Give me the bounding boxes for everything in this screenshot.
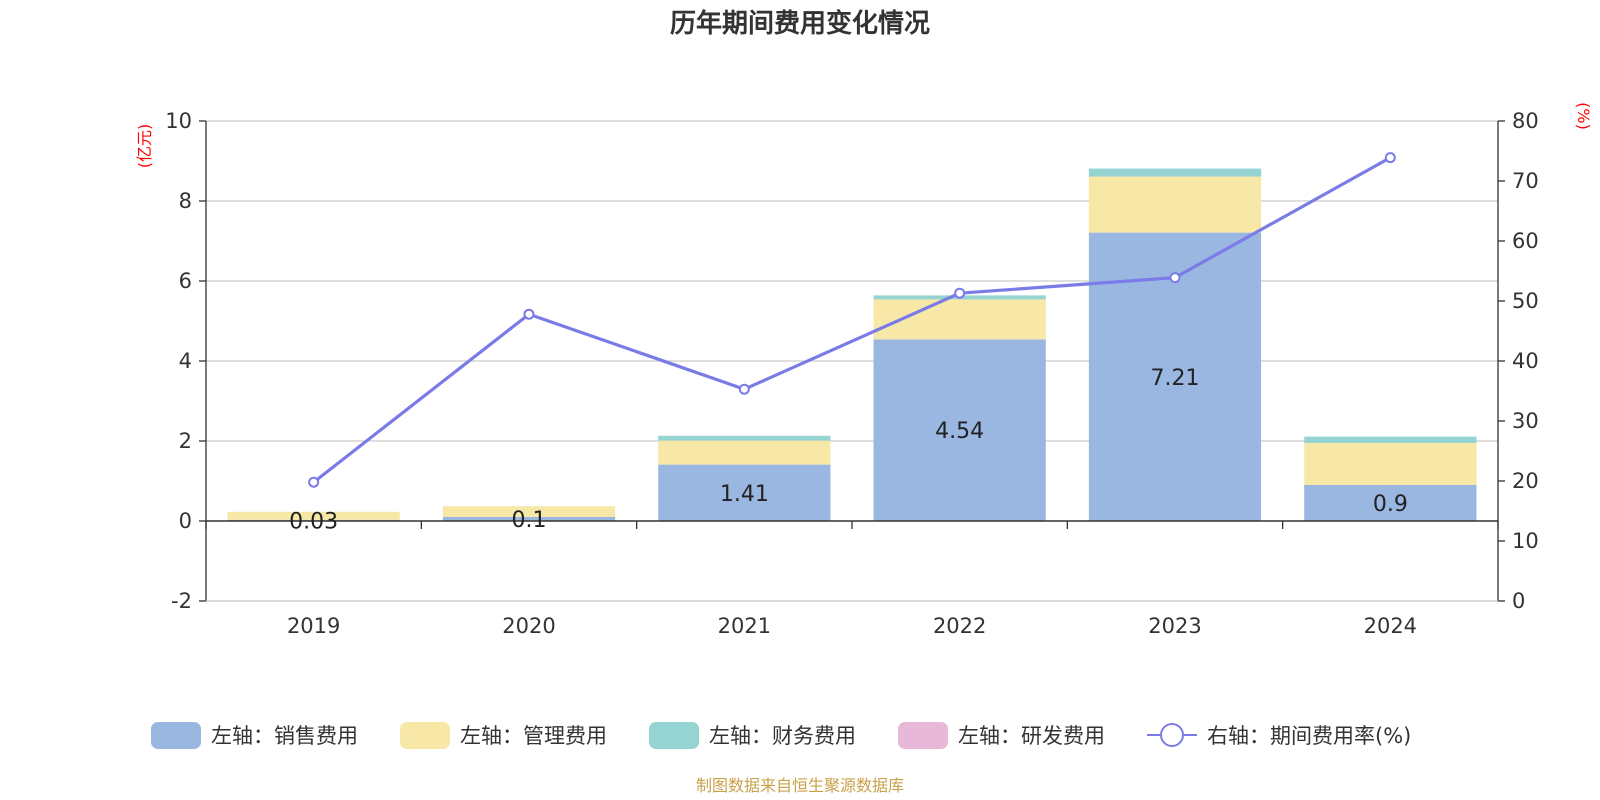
legend-swatch xyxy=(400,722,450,749)
legend-label: 左轴：销售费用 xyxy=(211,724,358,748)
rate-point xyxy=(1169,272,1181,284)
legend-swatch xyxy=(151,722,201,749)
right-axis-tick-label: 50 xyxy=(1512,289,1539,313)
x-axis-tick-label: 2020 xyxy=(502,614,555,638)
left-axis-tick-label: 10 xyxy=(165,109,192,133)
right-axis-unit: (%) xyxy=(1574,102,1593,130)
bar-segment xyxy=(1304,485,1477,521)
chart-title: 历年期间费用变化情况 xyxy=(670,8,930,39)
left-axis-tick-label: 6 xyxy=(179,269,192,293)
bars xyxy=(227,168,1477,521)
right-axis-tick-label: 80 xyxy=(1512,109,1539,133)
right-axis-tick-label: 40 xyxy=(1512,349,1539,373)
bar-data-label: 0.9 xyxy=(1373,492,1408,517)
legend-swatch xyxy=(898,722,948,749)
legend-label: 左轴：财务费用 xyxy=(709,724,856,748)
legend-label: 右轴：期间费用率(%) xyxy=(1207,724,1411,748)
right-axis-tick-label: 0 xyxy=(1512,589,1525,613)
data-labels: 0.03 0.1 1.41 4.54 7.21 0.9 xyxy=(289,366,1408,535)
bar-segment xyxy=(1304,436,1477,443)
left-axis-tick-label: 2 xyxy=(179,429,192,453)
source-note: 制图数据来自恒生聚源数据库 xyxy=(696,776,904,795)
bar-data-label: 0.1 xyxy=(512,508,547,533)
left-axis-unit: (亿元) xyxy=(135,124,154,169)
rate-point xyxy=(523,308,535,320)
legend-marker xyxy=(1160,723,1184,747)
legend-label: 左轴：研发费用 xyxy=(958,724,1105,748)
right-axis-tick-label: 70 xyxy=(1512,169,1539,193)
right-axis-tick-label: 10 xyxy=(1512,529,1539,553)
axes: -2 0 2 4 6 8 10 0 10 20 30 40 50 60 70 80 2019 2020 2021 20… xyxy=(165,109,1538,638)
bar-segment xyxy=(227,511,400,520)
bar-segment xyxy=(873,339,1046,521)
x-axis-tick-label: 2019 xyxy=(287,614,340,638)
bar-segment xyxy=(658,435,831,441)
x-axis-tick-label: 2022 xyxy=(933,614,986,638)
bar-segment xyxy=(442,517,616,521)
right-axis-tick-label: 20 xyxy=(1512,469,1539,493)
left-axis-tick-label: 8 xyxy=(179,189,192,213)
bar-data-label: 1.41 xyxy=(720,482,769,507)
bar-segment xyxy=(1088,176,1262,233)
bar-data-label: 0.03 xyxy=(289,509,338,534)
rate-point xyxy=(1384,152,1396,164)
bar-segment xyxy=(658,464,831,521)
bar-segment xyxy=(1088,168,1262,177)
rate-point xyxy=(954,287,966,299)
left-axis-tick-label: 4 xyxy=(179,349,192,373)
bar-segment xyxy=(442,506,616,517)
rate-point xyxy=(308,476,320,488)
rate-point xyxy=(738,383,750,395)
rate-line xyxy=(308,152,1396,488)
bar-data-label: 7.21 xyxy=(1151,366,1200,391)
rate-polyline xyxy=(312,156,1392,484)
left-axis-tick-label: -2 xyxy=(171,589,192,613)
right-axis-tick-label: 60 xyxy=(1512,229,1539,253)
x-axis-tick-label: 2021 xyxy=(718,614,771,638)
legend-swatch xyxy=(649,722,699,749)
x-axis-tick-label: 2023 xyxy=(1148,614,1201,638)
right-axis-tick-label: 30 xyxy=(1512,409,1539,433)
legend: 左轴：销售费用 左轴：管理费用 左轴：财务费用 左轴：研发费用 右轴：期间费用率(%) xyxy=(151,722,1411,749)
x-axis-tick-label: 2024 xyxy=(1364,614,1417,638)
bar-segment xyxy=(658,440,831,465)
left-axis-tick-label: 0 xyxy=(179,509,192,533)
legend-label: 左轴：管理费用 xyxy=(460,724,607,748)
bar-segment xyxy=(1304,443,1477,485)
bar-data-label: 4.54 xyxy=(935,419,984,444)
